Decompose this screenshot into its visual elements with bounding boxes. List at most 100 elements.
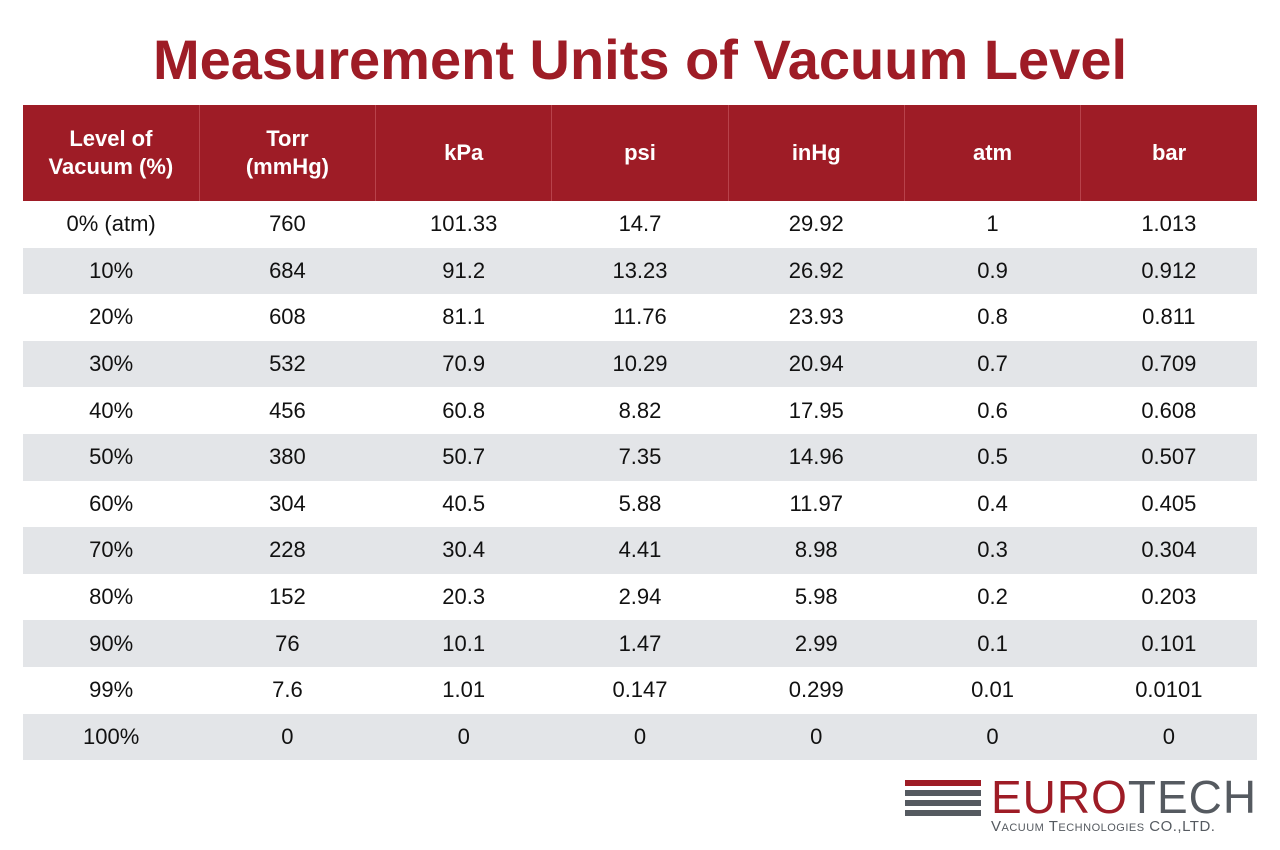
column-header: inHg	[727, 105, 905, 201]
table-cell: 11.76	[551, 294, 729, 341]
table-cell: 30%	[23, 340, 200, 388]
table-cell: 760	[199, 201, 376, 248]
table-cell: 4.41	[551, 527, 729, 574]
column-header-line: atm	[972, 140, 1013, 165]
table-cell: 101.33	[375, 201, 552, 248]
column-header-line: bar	[1151, 140, 1187, 165]
table-cell: 17.95	[728, 387, 905, 434]
logo-bar	[905, 780, 981, 786]
table-row: 99% 7.6 1.01 0.147 0.299 0.01 0.0101	[23, 666, 1257, 714]
logo-wordmark-tech: TECH	[1127, 771, 1258, 823]
table-cell: 29.92	[728, 201, 905, 248]
table-cell: 2.94	[551, 573, 729, 621]
table-cell: 5.98	[728, 573, 905, 621]
column-header-line: psi	[624, 140, 656, 165]
table-cell: 1	[904, 201, 1081, 248]
table-cell: 228	[199, 527, 376, 574]
table-cell: 0.507	[1080, 433, 1257, 481]
column-header: Level of Vacuum (%)	[23, 105, 200, 201]
table-cell: 60%	[23, 480, 200, 528]
table-cell: 2.99	[728, 620, 905, 667]
column-header: atm	[903, 105, 1081, 201]
table-cell: 7.6	[199, 666, 376, 714]
table-row: 80% 152 20.3 2.94 5.98 0.2 0.203	[23, 573, 1257, 621]
table-cell: 23.93	[728, 294, 905, 341]
table-cell: 0	[375, 713, 552, 761]
table-cell: 20.3	[375, 573, 552, 621]
table-header-row: Level of Vacuum (%) Torr (mmHg) kPa psi inHg at…	[23, 105, 1257, 201]
table-cell: 14.96	[728, 433, 905, 481]
column-header-line: kPa	[444, 140, 484, 165]
table-cell: 0.2	[904, 573, 1081, 621]
table-cell: 81.1	[375, 294, 552, 341]
table-cell: 0.299	[728, 666, 905, 714]
column-header: bar	[1080, 105, 1257, 201]
table-cell: 26.92	[728, 247, 905, 295]
table-cell: 456	[199, 387, 376, 434]
table-cell: 30.4	[375, 527, 552, 574]
table-cell: 91.2	[375, 247, 552, 295]
table-cell: 0.4	[904, 480, 1081, 528]
table-row: 10% 684 91.2 13.23 26.92 0.9 0.912	[23, 247, 1257, 295]
column-header-line: Level of	[69, 126, 153, 151]
table-cell: 1.01	[375, 666, 552, 714]
table-cell: 40%	[23, 387, 200, 434]
table-cell: 1.013	[1080, 201, 1257, 248]
company-logo: EUROTECH Vacuum Technologies CO.,LTD.	[905, 772, 1257, 838]
table-cell: 20.94	[728, 340, 905, 388]
logo-bar	[905, 810, 981, 816]
table-cell: 380	[199, 433, 376, 481]
logo-wordmark: EUROTECH	[991, 772, 1257, 822]
logo-bar	[905, 800, 981, 806]
table-cell: 0.7	[904, 340, 1081, 388]
table-cell: 8.98	[728, 527, 905, 574]
table-cell: 99%	[23, 666, 200, 714]
column-header: kPa	[375, 105, 552, 201]
table-row: 20% 608 81.1 11.76 23.93 0.8 0.811	[23, 294, 1257, 341]
table-cell: 0.01	[904, 666, 1081, 714]
logo-bars-icon	[905, 780, 981, 816]
table-cell: 0.147	[551, 666, 729, 714]
column-header: Torr (mmHg)	[198, 105, 376, 201]
table-row: 100% 0 0 0 0 0 0	[23, 713, 1257, 761]
table-row: 40% 456 60.8 8.82 17.95 0.6 0.608	[23, 387, 1257, 434]
table-cell: 0.6	[904, 387, 1081, 434]
page-title: Measurement Units of Vacuum Level	[152, 28, 1128, 91]
table-cell: 100%	[23, 713, 200, 761]
table-cell: 50.7	[375, 433, 552, 481]
table-cell: 5.88	[551, 480, 729, 528]
table-cell: 0.709	[1080, 340, 1257, 388]
column-header-line: Torr	[266, 126, 309, 151]
table-cell: 532	[199, 340, 376, 388]
table-cell: 0.1	[904, 620, 1081, 667]
table-cell: 70.9	[375, 340, 552, 388]
table-cell: 11.97	[728, 480, 905, 528]
table-cell: 684	[199, 247, 376, 295]
table-cell: 0	[551, 713, 729, 761]
logo-bar	[905, 790, 981, 796]
table-row: 30% 532 70.9 10.29 20.94 0.7 0.709	[23, 340, 1257, 388]
table-cell: 0	[1080, 713, 1257, 761]
table-cell: 1.47	[551, 620, 729, 667]
table-cell: 60.8	[375, 387, 552, 434]
logo-wordmark-euro: EURO	[991, 771, 1128, 823]
table-cell: 10.29	[551, 340, 729, 388]
table-row: 50% 380 50.7 7.35 14.96 0.5 0.507	[23, 433, 1257, 481]
table-cell: 70%	[23, 527, 200, 574]
table-cell: 76	[199, 620, 376, 667]
table-cell: 0	[728, 713, 905, 761]
table-cell: 13.23	[551, 247, 729, 295]
table-cell: 0.608	[1080, 387, 1257, 434]
table-cell: 0.203	[1080, 573, 1257, 621]
table-cell: 7.35	[551, 433, 729, 481]
table-cell: 0.405	[1080, 480, 1257, 528]
table-row: 70% 228 30.4 4.41 8.98 0.3 0.304	[23, 527, 1257, 574]
table-cell: 90%	[23, 620, 200, 667]
table-cell: 14.7	[551, 201, 729, 248]
table-cell: 0.811	[1080, 294, 1257, 341]
table-cell: 152	[199, 573, 376, 621]
table-cell: 0	[199, 713, 376, 761]
table-cell: 40.5	[375, 480, 552, 528]
table-cell: 50%	[23, 433, 200, 481]
